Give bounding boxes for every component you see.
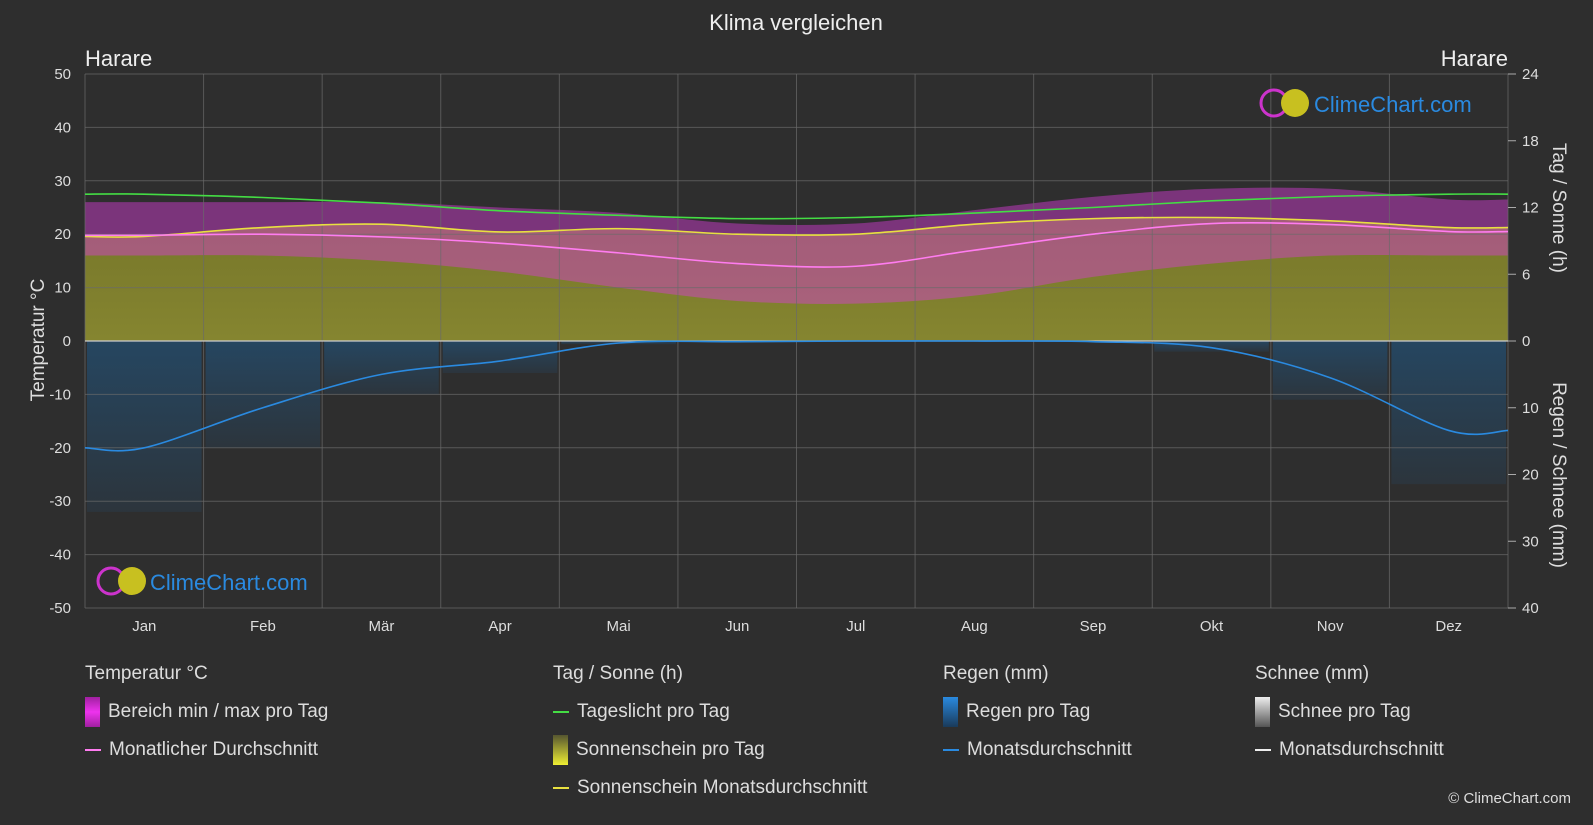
right-mm-tick-label: 30	[1522, 533, 1539, 550]
rain-bar	[1391, 341, 1506, 485]
y-tick-label: -20	[49, 440, 71, 457]
temp-range-swatch	[85, 696, 100, 727]
rain-avg-swatch	[943, 748, 959, 751]
x-tick-label: Sep	[1080, 618, 1107, 635]
y-tick-label: 50	[54, 66, 71, 83]
legend-daylight: Tageslicht pro Tag	[553, 699, 867, 724]
legend-sunshine: Sonnenschein pro Tag	[553, 734, 867, 765]
logo-sun-icon	[1281, 89, 1309, 117]
legend-snow-avg: Monatsdurchschnitt	[1255, 737, 1444, 762]
daylight-line	[84, 193, 1509, 220]
sunshine-swatch	[553, 734, 568, 765]
y-tick-label: -40	[49, 547, 71, 564]
copyright: © ClimeChart.com	[1448, 790, 1571, 807]
right-axis-label-top: Tag / Sonne (h)	[1548, 143, 1569, 273]
sunshine-avg-swatch	[553, 786, 569, 789]
legend-snow-heading: Schnee (mm)	[1255, 663, 1370, 684]
right-hours-tick-label: 18	[1522, 133, 1539, 150]
rain-swatch	[943, 696, 958, 727]
legend-rain-avg-label: Monatsdurchschnitt	[967, 738, 1132, 760]
temperature-avg-line	[84, 221, 1509, 268]
brand-text-top: ClimeChart.com	[1314, 92, 1472, 117]
brand-logo-bottom: ClimeChart.com	[96, 566, 308, 596]
x-tick-label: Apr	[488, 618, 511, 635]
legend-rain-day-label: Regen pro Tag	[966, 700, 1091, 722]
x-tick-label: Feb	[250, 618, 276, 635]
legend-sun: Tag / Sonne (h) Tageslicht pro Tag Sonne…	[553, 663, 867, 813]
rain-bar	[442, 341, 558, 374]
legend-snow-avg-label: Monatsdurchschnitt	[1279, 738, 1444, 760]
sunshine-avg-line	[84, 216, 1509, 238]
legend-rain-avg: Monatsdurchschnitt	[943, 737, 1132, 762]
legend-sunshine-avg: Sonnenschein Monatsdurchschnitt	[553, 775, 867, 800]
legend-temp-avg: Monatlicher Durchschnitt	[85, 737, 328, 762]
legend-temp-range: Bereich min / max pro Tag	[85, 696, 329, 727]
right-hours-tick-label: 0	[1522, 333, 1530, 350]
x-tick-label: Nov	[1317, 618, 1344, 635]
x-tick-label: Jan	[132, 618, 156, 635]
x-tick-label: Aug	[961, 618, 988, 635]
legend-temp-avg-label: Monatlicher Durchschnitt	[109, 738, 319, 760]
rain-avg-line	[84, 340, 1509, 452]
rain-bar	[324, 341, 439, 395]
daylight-swatch	[553, 710, 569, 713]
brand-text-bottom: ClimeChart.com	[150, 570, 308, 595]
legend-sunshine-label: Sonnenschein pro Tag	[576, 738, 765, 760]
y-tick-label: 30	[54, 173, 71, 190]
legend-sunshine-avg-label: Sonnenschein Monatsdurchschnitt	[577, 776, 868, 798]
right-mm-tick-label: 10	[1522, 400, 1539, 417]
legend-snow-day-label: Schnee pro Tag	[1278, 700, 1411, 722]
right-hours-tick-label: 12	[1522, 200, 1539, 217]
x-tick-label: Mai	[607, 618, 631, 635]
right-axis-label-bottom: Regen / Schnee (mm)	[1548, 382, 1569, 568]
location-left: Harare	[85, 46, 152, 71]
legend-temperature-heading: Temperatur °C	[85, 663, 208, 684]
y-tick-label: 20	[54, 226, 71, 243]
snow-avg-swatch	[1255, 748, 1271, 751]
y-tick-label: 40	[54, 119, 71, 136]
x-tick-label: Mär	[369, 618, 395, 635]
y-tick-label: 10	[54, 280, 71, 297]
y-tick-label: 0	[63, 333, 71, 350]
legend-sun-heading: Tag / Sonne (h)	[553, 663, 683, 684]
right-mm-tick-label: 20	[1522, 467, 1539, 484]
rain-bar	[1272, 341, 1388, 400]
brand-logo-top: ClimeChart.com	[1259, 88, 1472, 118]
plot-area: 50 40 30 20 10 0 -10 -20 -30 -40 -50 24 18 12 6 0 10 20 30…	[49, 66, 1538, 635]
legend-snow-day: Schnee pro Tag	[1255, 696, 1444, 727]
logo-sun-icon	[118, 567, 146, 595]
legend-rain-heading: Regen (mm)	[943, 663, 1049, 684]
x-tick-label: Okt	[1200, 618, 1224, 635]
x-tick-label: Jun	[725, 618, 749, 635]
x-tick-label: Dez	[1435, 618, 1462, 635]
right-hours-tick-label: 24	[1522, 66, 1539, 83]
left-axis-label: Temperatur °C	[28, 279, 49, 402]
legend-rain: Regen (mm) Regen pro Tag Monatsdurchschn…	[943, 663, 1132, 775]
right-mm-tick-label: 40	[1522, 600, 1539, 617]
legend-rain-day: Regen pro Tag	[943, 696, 1132, 727]
x-tick-label: Jul	[846, 618, 865, 635]
legend-temperature: Temperatur °C Bereich min / max pro Tag …	[85, 663, 328, 775]
chart-title: Klima vergleichen	[709, 10, 883, 35]
rain-bar	[1154, 341, 1269, 352]
temp-avg-swatch	[85, 748, 101, 751]
legend-temp-range-label: Bereich min / max pro Tag	[108, 700, 329, 722]
rain-bar	[87, 341, 202, 512]
right-hours-tick-label: 6	[1522, 266, 1530, 283]
y-tick-label: -50	[49, 600, 71, 617]
legend-daylight-label: Tageslicht pro Tag	[577, 700, 730, 722]
snow-swatch	[1255, 696, 1270, 727]
y-tick-label: -10	[49, 386, 71, 403]
location-right: Harare	[1441, 46, 1508, 71]
legend-snow: Schnee (mm) Schnee pro Tag Monatsdurchsc…	[1255, 663, 1444, 775]
y-tick-label: -30	[49, 493, 71, 510]
